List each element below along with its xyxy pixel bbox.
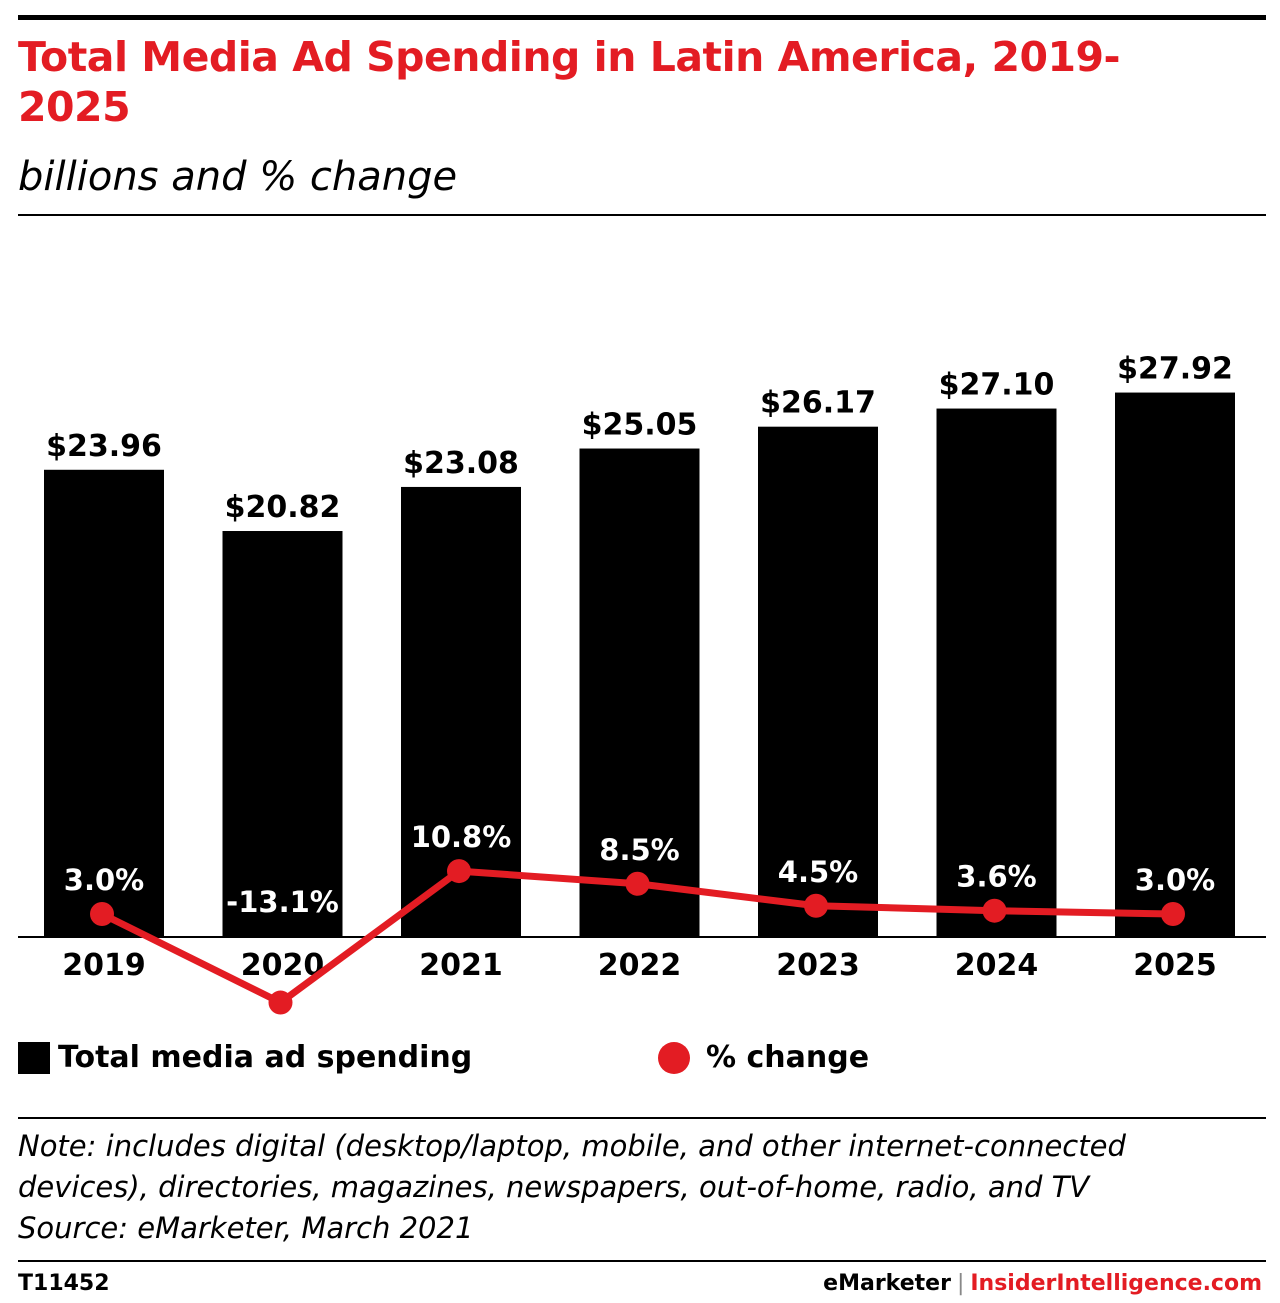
bar-2025 — [1115, 392, 1235, 937]
change-label-2024: 3.6% — [956, 860, 1036, 894]
change-point-2024 — [982, 898, 1007, 923]
change-point-2025 — [1161, 902, 1185, 926]
brand[interactable]: eMarketer | InsiderIntelligence.com — [823, 1270, 1262, 1298]
bar-2020 — [222, 531, 343, 937]
change-label-2019: 3.0% — [64, 863, 144, 897]
bar-2019 — [44, 469, 164, 937]
legend-label-spending: Total media ad spending — [58, 1040, 473, 1075]
chart-subtitle: billions and % change — [18, 154, 458, 200]
legend-item-spending: Total media ad spending — [18, 1038, 472, 1078]
x-tick-label-2021: 2021 — [419, 948, 503, 983]
change-point-2019 — [90, 902, 114, 926]
x-tick-label-2024: 2024 — [955, 948, 1039, 983]
x-tick-label-2019: 2019 — [62, 948, 146, 983]
change-point-2020 — [268, 990, 293, 1015]
top-rule — [18, 15, 1266, 20]
legend-swatch-dot — [658, 1042, 690, 1074]
brand-emarketer: eMarketer — [823, 1271, 951, 1296]
note-rule — [18, 1117, 1266, 1119]
bar-value-label-2020: $20.82 — [225, 490, 341, 525]
bar-2022 — [579, 448, 700, 937]
bar-value-label-2022: $25.05 — [582, 408, 698, 443]
x-tick-label-2023: 2023 — [776, 948, 860, 983]
source-text: Source: eMarketer, March 2021 — [18, 1211, 474, 1245]
legend-item-change: % change — [658, 1038, 869, 1078]
x-tick-label-2025: 2025 — [1133, 948, 1217, 983]
subtitle-rule — [18, 214, 1266, 216]
bar-2024 — [936, 408, 1057, 937]
legend-label-change: % change — [706, 1040, 870, 1075]
bar-2023 — [758, 426, 878, 937]
legend-swatch-bar — [18, 1042, 50, 1074]
bar-value-label-2021: $23.08 — [403, 446, 519, 481]
legend: Total media ad spending % change — [18, 1038, 1218, 1082]
x-tick-label-2022: 2022 — [598, 948, 682, 983]
note-block: Note: includes digital (desktop/laptop, … — [18, 1126, 1258, 1249]
change-label-2022: 8.5% — [599, 833, 679, 867]
chart: $23.96 $20.82 $23.08 $25.05 $26.17 $27.10 $27.… — [18, 352, 1266, 1015]
change-label-2025: 3.0% — [1135, 863, 1215, 897]
brand-insider-intelligence: InsiderIntelligence.com — [970, 1271, 1262, 1296]
change-point-2022 — [625, 871, 650, 896]
footer-rule — [18, 1260, 1266, 1262]
bar-value-label-2023: $26.17 — [760, 386, 876, 421]
change-label-2023: 4.5% — [778, 855, 858, 889]
change-label-2021: 10.8% — [411, 820, 512, 854]
note-text: Note: includes digital (desktop/laptop, … — [18, 1129, 1126, 1204]
change-label-2020: -13.1% — [226, 885, 339, 919]
change-point-2023 — [804, 893, 828, 918]
change-point-2021 — [447, 859, 471, 884]
bar-value-label-2019: $23.96 — [46, 429, 162, 464]
brand-separator: | — [956, 1271, 965, 1296]
chart-title: Total Media Ad Spending in Latin America… — [18, 33, 1121, 131]
bar-value-label-2024: $27.10 — [939, 368, 1055, 403]
chart-id: T11452 — [18, 1271, 110, 1296]
bar-value-label-2025: $27.92 — [1117, 352, 1233, 387]
